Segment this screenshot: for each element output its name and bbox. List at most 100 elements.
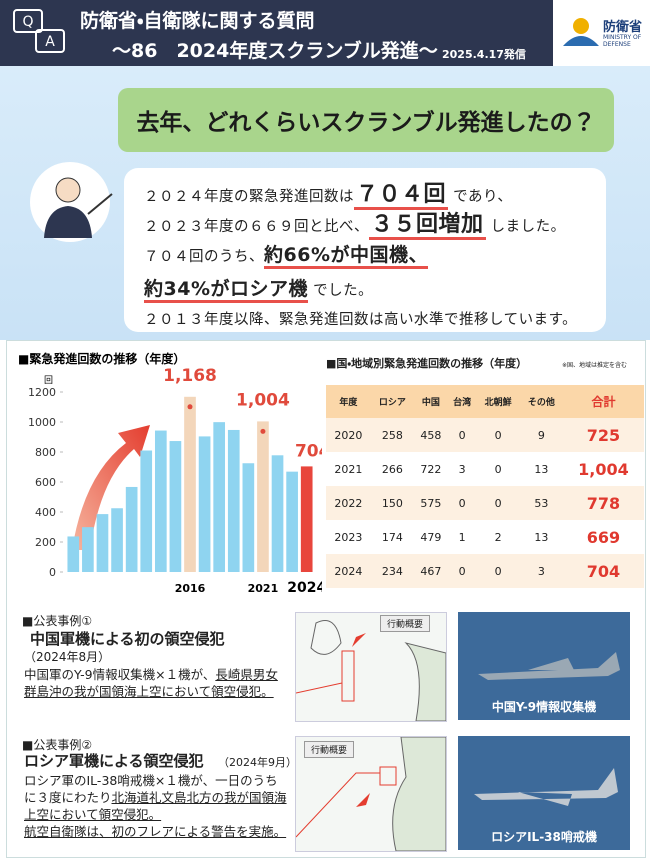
bar (140, 450, 153, 572)
table-row: 2020 258 458 0 0 9 725 (326, 418, 644, 452)
bar (242, 463, 255, 572)
island (310, 620, 342, 655)
table-row: 2024 234 467 0 0 3 704 (326, 554, 644, 588)
arrow (356, 793, 370, 807)
table-cell: 13 (534, 462, 549, 476)
bar (82, 527, 94, 572)
track (295, 682, 343, 694)
bar (184, 396, 196, 572)
photo-caption: ロシアIL-38哨戒機 (491, 830, 597, 844)
y-unit: 回 (44, 375, 53, 386)
x-tick-label: 2024 (287, 580, 322, 596)
a-bubble (35, 29, 65, 53)
track (379, 766, 397, 786)
table-cell: 458 (414, 418, 448, 452)
table-cell: 3 (519, 554, 563, 588)
plane (474, 768, 618, 806)
value-dot (187, 404, 193, 410)
text: ２０２３年度の６６９回と比べ、 (144, 219, 369, 235)
case-date: （2024年8月） (24, 650, 111, 664)
table-cell: 0 (447, 554, 477, 588)
emphasis: ７０４回 (354, 182, 449, 210)
map: 行動概要 (295, 736, 447, 852)
body-text: 北海道礼文島北方の我が国領海上空において領空侵犯。 (24, 790, 287, 822)
photo: 中国Y-9情報収集機 (458, 612, 630, 720)
answer-bubble: ２０２４年度の緊急発進回数は７０４回 であり、 ２０２３年度の６６９回と比べ、３… (124, 168, 606, 332)
value-dot (260, 428, 266, 434)
bar (111, 508, 123, 572)
text: ２０１３年度以降、緊急発進回数は高い水準で推移しています。 (144, 312, 578, 328)
bar (300, 466, 313, 572)
table-cell: 1 (458, 530, 466, 544)
case-title: 中国軍機による初の領空侵犯 (30, 630, 225, 648)
person-body (44, 206, 92, 238)
logo-wave (563, 36, 599, 46)
table-row: 2022 150 575 0 0 53 778 (326, 486, 644, 520)
text: であり、 (453, 189, 513, 205)
question: 去年、どれくらいスクランブル発進したの？ (118, 88, 614, 152)
header-row: 年度 ロシア 中国 台湾 北朝鮮 その他 合計 (326, 385, 644, 418)
value-label: 704 (295, 441, 322, 461)
table-cell: 13 (534, 530, 549, 544)
header-cell: ロシア (370, 385, 415, 418)
table-cell: 2022 (326, 486, 371, 520)
map-label: 行動概要 (304, 741, 355, 758)
bar (154, 430, 167, 572)
person-pointer (87, 193, 113, 215)
q-letter: Q (22, 14, 33, 30)
emphasis: 約66%が中国機、 (264, 244, 428, 269)
y-tick-label: 0 (49, 566, 56, 579)
header-cell: 台湾 (447, 385, 477, 418)
map: 行動概要 (295, 612, 447, 722)
table-cell: 669 (586, 527, 621, 547)
value-label: 1,004 (236, 390, 290, 410)
header-cell: 北朝鮮 (476, 385, 520, 418)
map-label: 行動概要 (380, 615, 431, 632)
logo-text: 防衛省 (603, 20, 643, 35)
header: Q A 防衛省・自衛隊に関する質問 ～86 2024年度スクランブル発進～ 20… (0, 0, 650, 66)
bar (125, 486, 138, 572)
logo-en: MINISTRY OF DEFENSE (603, 34, 642, 48)
bar (67, 536, 80, 572)
answer-line: ２０１３年度以降、緊急発進回数は高い水準で推移しています。 (144, 308, 577, 329)
bar (227, 429, 240, 572)
emphasis: ３５回増加 (369, 212, 486, 240)
y-tick-label: 600 (35, 476, 56, 489)
person-icon (30, 162, 113, 242)
table-cell: 722 (420, 462, 442, 476)
bar (198, 436, 211, 572)
photo: ロシアIL-38哨戒機 (458, 736, 630, 850)
table-cell: 0 (476, 554, 520, 588)
table-cell: 3 (458, 462, 466, 476)
bar (213, 422, 226, 572)
table-cell: 258 (370, 418, 415, 452)
map-drawing (295, 736, 447, 852)
answer-line: ７０４回のうち、約66%が中国機、 (144, 240, 428, 269)
table-cell: 2 (494, 530, 502, 544)
case-body: 中国軍のY-9情報収集機×１機が、長崎県男女群島沖の我が国領海上空において領空侵… (24, 666, 286, 700)
header-cell: その他 (519, 385, 563, 418)
header-cell: 年度 (326, 385, 371, 418)
body-text: 長崎県男女群島沖の我が国領海上空において領空侵犯。 (24, 667, 278, 699)
arrow (352, 633, 366, 647)
table-note: ※国、地域は推定を含む (562, 362, 628, 369)
y-tick-label: 800 (35, 446, 56, 459)
track (341, 650, 355, 702)
chart: ■緊急発進回数の推移（年度） 回 0 200 400 600 800 1000 1200 20… (18, 351, 322, 596)
header-cell: 中国 (414, 385, 448, 418)
table-cell: 0 (476, 418, 520, 452)
photo-caption: 中国Y-9情報収集機 (491, 700, 597, 714)
header-title: 防衛省・自衛隊に関する質問 (80, 10, 315, 32)
y-tick-label: 400 (35, 506, 56, 519)
plane-shape (474, 768, 618, 806)
y-tick-label: 1000 (28, 416, 56, 429)
case-title: ロシア軍機による領空侵犯 (24, 752, 204, 770)
body-text: 航空自衛隊は、初のフレアによる警告を実施。 (24, 824, 287, 839)
table-cell: 479 (420, 530, 442, 544)
table-cell: 467 (414, 554, 448, 588)
logo: 防衛省 MINISTRY OF DEFENSE (553, 0, 650, 66)
table-cell: 234 (370, 554, 415, 588)
header-subtitle: ～86 2024年度スクランブル発進～ (112, 40, 438, 62)
